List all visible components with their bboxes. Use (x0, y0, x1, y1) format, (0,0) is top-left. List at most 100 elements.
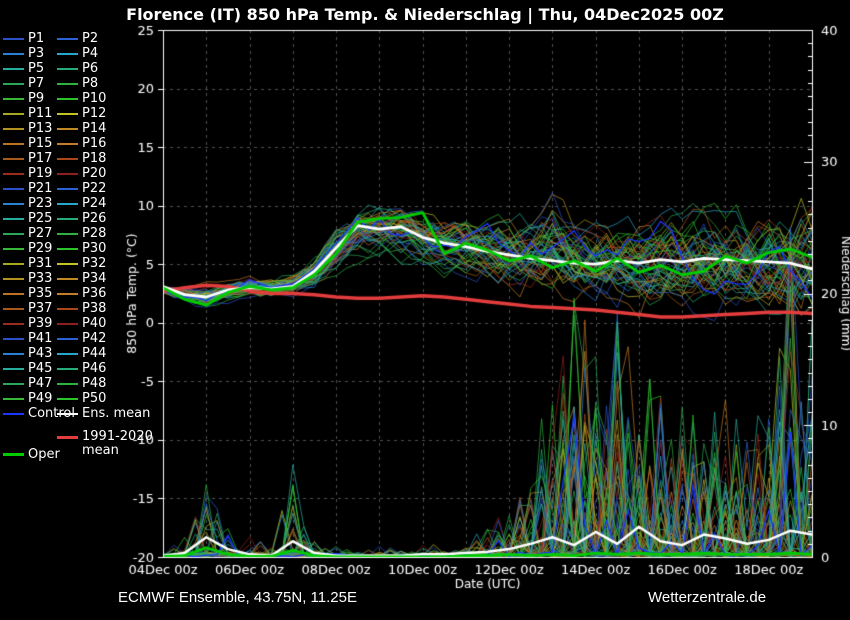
legend-label-P8: P8 (82, 76, 99, 91)
legend-item-P46: P46 (57, 361, 106, 376)
legend-row-members-5: P11 P12 (3, 106, 163, 121)
climate-mean-line-swatch (57, 436, 78, 439)
legend-item-P31: P31 (3, 256, 57, 271)
legend-label-P2: P2 (82, 31, 99, 46)
member-line-swatch-P10 (57, 97, 78, 100)
member-line-swatch-P38 (57, 307, 78, 310)
legend-row-members-9: P19 P20 (3, 166, 163, 181)
legend-item-control: Control (3, 406, 75, 421)
legend-item-P23: P23 (3, 196, 57, 211)
legend-label-P38: P38 (82, 301, 107, 316)
legend-label-P11: P11 (28, 106, 53, 121)
member-line-swatch-P13 (3, 127, 24, 130)
legend-item-P33: P33 (3, 271, 57, 286)
member-line-swatch-P46 (57, 367, 78, 370)
legend-item-P3: P3 (3, 46, 57, 61)
legend-label-P50: P50 (82, 391, 107, 406)
legend-item-P21: P21 (3, 181, 57, 196)
member-line-swatch-P8 (57, 82, 78, 85)
legend-label-P25: P25 (28, 211, 53, 226)
legend-row-members-15: P31 P32 (3, 256, 163, 271)
member-line-swatch-P23 (3, 202, 24, 205)
legend-label-P5: P5 (28, 61, 45, 76)
member-line-swatch-P4 (57, 52, 78, 55)
legend-item-P30: P30 (57, 241, 106, 256)
legend-label-P45: P45 (28, 361, 53, 376)
member-line-swatch-P34 (57, 277, 78, 280)
member-line-swatch-P29 (3, 247, 24, 250)
legend-label-P28: P28 (82, 226, 107, 241)
legend-row-members-11: P23 P24 (3, 196, 163, 211)
member-line-swatch-P50 (57, 397, 78, 400)
legend-item-P12: P12 (57, 106, 106, 121)
member-line-swatch-P24 (57, 202, 78, 205)
member-line-swatch-P14 (57, 127, 78, 130)
legend-label-P19: P19 (28, 166, 53, 181)
member-line-swatch-P36 (57, 292, 78, 295)
legend-row-control-mean: Control Ens. mean (3, 406, 163, 421)
legend-item-P37: P37 (3, 301, 57, 316)
legend-label-P7: P7 (28, 76, 45, 91)
legend-item-P50: P50 (57, 391, 106, 406)
legend-label-P1: P1 (28, 31, 45, 46)
legend-label-control: Control (28, 406, 75, 421)
legend-label-P48: P48 (82, 376, 107, 391)
legend-label-P13: P13 (28, 121, 53, 136)
legend-row-members-22: P45 P46 (3, 361, 163, 376)
legend-item-P9: P9 (3, 91, 57, 106)
legend-row-members-12: P25 P26 (3, 211, 163, 226)
legend-label-P23: P23 (28, 196, 53, 211)
legend-label-P33: P33 (28, 271, 53, 286)
member-line-swatch-P15 (3, 142, 24, 145)
legend-row-members-16: P33 P34 (3, 271, 163, 286)
legend-item-P32: P32 (57, 256, 106, 271)
legend-item-ens-mean: Ens. mean (57, 406, 150, 421)
member-line-swatch-P33 (3, 277, 24, 280)
member-line-swatch-P2 (57, 37, 78, 40)
legend-item-P8: P8 (57, 76, 98, 91)
legend-row-members-0: P1 P2 (3, 31, 163, 46)
legend-item-P34: P34 (57, 271, 106, 286)
legend-item-P45: P45 (3, 361, 57, 376)
member-line-swatch-P5 (3, 67, 24, 70)
legend-item-P36: P36 (57, 286, 106, 301)
legend-label-P37: P37 (28, 301, 53, 316)
legend-row-members-3: P7 P8 (3, 76, 163, 91)
legend-item-P17: P17 (3, 151, 57, 166)
legend-label-P22: P22 (82, 181, 107, 196)
legend-item-P16: P16 (57, 136, 106, 151)
legend-row-members-4: P9 P10 (3, 91, 163, 106)
control-line-swatch (3, 412, 24, 415)
legend-item-P26: P26 (57, 211, 106, 226)
legend-item-P13: P13 (3, 121, 57, 136)
legend-label-oper: Oper (28, 447, 60, 462)
legend-item-P27: P27 (3, 226, 57, 241)
legend-label-P3: P3 (28, 46, 45, 61)
legend-row-members-19: P39 P40 (3, 316, 163, 331)
member-line-swatch-P45 (3, 367, 24, 370)
member-line-swatch-P39 (3, 322, 24, 325)
legend-item-P47: P47 (3, 376, 57, 391)
caption-model-location: ECMWF Ensemble, 43.75N, 11.25E (118, 589, 357, 606)
member-line-swatch-P48 (57, 382, 78, 385)
legend-label-P12: P12 (82, 106, 107, 121)
member-line-swatch-P30 (57, 247, 78, 250)
member-line-swatch-P21 (3, 187, 24, 190)
member-line-swatch-P18 (57, 157, 78, 160)
member-line-swatch-P1 (3, 37, 24, 40)
ens-mean-line-swatch (57, 412, 78, 415)
legend-label-P40: P40 (82, 316, 107, 331)
member-line-swatch-P40 (57, 322, 78, 325)
member-line-swatch-P7 (3, 82, 24, 85)
legend-row-members-21: P43 P44 (3, 346, 163, 361)
member-line-swatch-P35 (3, 292, 24, 295)
legend-row-members-23: P47 P48 (3, 376, 163, 391)
legend-label-P30: P30 (82, 241, 107, 256)
legend-label-P35: P35 (28, 286, 53, 301)
legend-item-P22: P22 (57, 181, 106, 196)
legend-label-P31: P31 (28, 256, 53, 271)
legend-row-members-18: P37 P38 (3, 301, 163, 316)
member-line-swatch-P37 (3, 307, 24, 310)
legend-label-P29: P29 (28, 241, 53, 256)
